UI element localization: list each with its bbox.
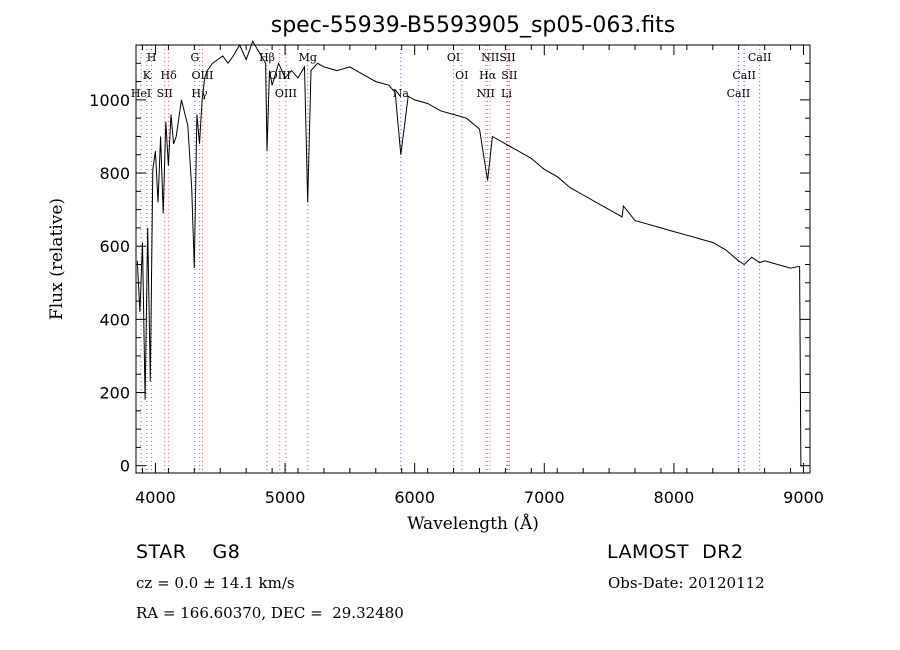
- line-marker-label: G: [190, 51, 199, 64]
- x-tick-label: 6000: [394, 488, 435, 507]
- x-tick-label: 7000: [524, 488, 565, 507]
- spectrum-chart: spec-55939-B5593905_sp05-063.fits HK HeI Hδ…: [47, 13, 824, 534]
- line-marker-label: NII: [477, 87, 495, 100]
- line-marker-label: Na: [393, 87, 410, 100]
- line-marker-label: Hδ: [161, 69, 178, 82]
- line-marker-label: Hγ: [191, 87, 208, 100]
- line-marker-label: K: [143, 69, 152, 82]
- x-tick-label: 8000: [654, 488, 695, 507]
- line-marker-label: CaII: [732, 69, 756, 82]
- coordinates: RA = 166.60370, DEC = 29.32480: [136, 604, 404, 622]
- line-marker-label: Li: [501, 87, 512, 100]
- y-axis-label: Flux (relative): [47, 198, 67, 320]
- line-marker-label: SII: [499, 51, 515, 64]
- line-marker-label: Mg: [299, 51, 317, 64]
- x-tick-label: 4000: [135, 488, 176, 507]
- survey-name: LAMOST DR2: [607, 541, 744, 563]
- line-marker-label: OI: [447, 51, 460, 64]
- chart-title: spec-55939-B5593905_sp05-063.fits: [271, 13, 676, 38]
- observation-date: Obs-Date: 20120112: [608, 574, 765, 592]
- line-marker-label: CaII: [748, 51, 772, 64]
- line-marker-label: H: [147, 51, 157, 64]
- x-axis-label: Wavelength (Å): [407, 513, 539, 534]
- spectrum-line: [136, 40, 804, 467]
- x-tick-label: 9000: [783, 488, 824, 507]
- line-marker-label: OIII: [191, 69, 213, 82]
- line-marker-label: HeI: [131, 87, 151, 100]
- line-marker-label: OIII: [275, 87, 297, 100]
- plot-frame: [135, 44, 811, 474]
- line-marker-label: Hα: [479, 69, 497, 82]
- x-tick-label: 5000: [265, 488, 306, 507]
- line-marker-label: CaII: [727, 87, 751, 100]
- line-marker-label: Hβ: [259, 51, 275, 64]
- object-class: STAR G8: [136, 541, 241, 563]
- line-marker-label: NII: [481, 51, 499, 64]
- line-marker-label: SII: [157, 87, 173, 100]
- line-marker-label: SII: [501, 69, 517, 82]
- y-tick-label: 400: [99, 310, 130, 329]
- y-tick-label: 200: [99, 384, 130, 403]
- y-tick-label: 800: [99, 164, 130, 183]
- redshift-velocity: cz = 0.0 ± 14.1 km/s: [136, 574, 295, 592]
- y-tick-label: 600: [99, 237, 130, 256]
- y-tick-label: 0: [120, 457, 130, 476]
- line-marker-label: OI: [455, 69, 468, 82]
- y-tick-label: 1000: [89, 91, 130, 110]
